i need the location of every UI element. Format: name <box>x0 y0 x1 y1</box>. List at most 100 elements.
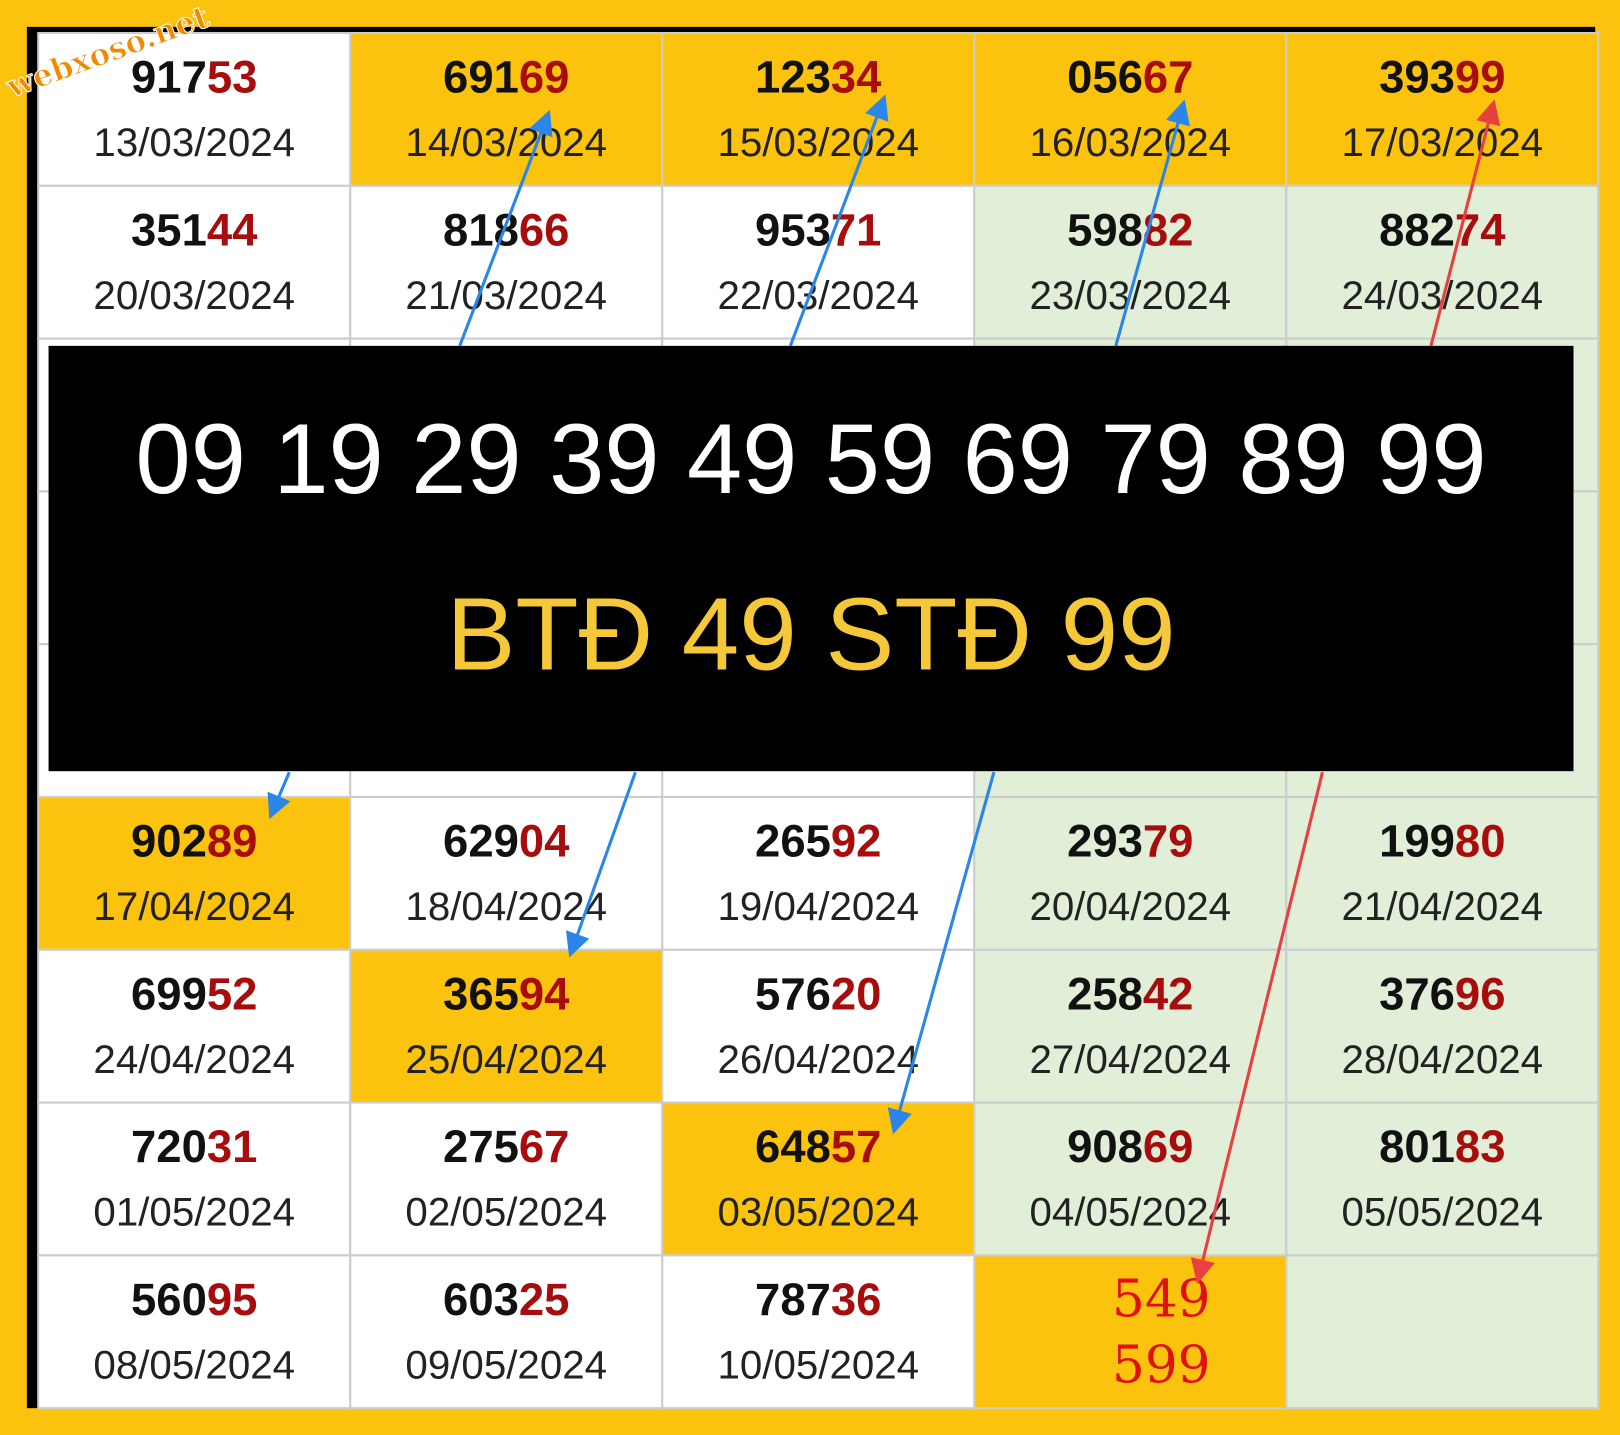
result-prefix: 560 <box>131 1274 207 1325</box>
result-prefix: 056 <box>1067 52 1143 103</box>
result-date: 17/04/2024 <box>93 884 295 929</box>
banner <box>48 345 1574 772</box>
result-prefix: 629 <box>443 815 519 866</box>
result-prefix: 258 <box>1067 968 1143 1019</box>
result-number: 90869 <box>1067 1121 1193 1172</box>
result-suffix: 57 <box>831 1121 882 1172</box>
result-date: 28/04/2024 <box>1341 1037 1543 1082</box>
result-date: 08/05/2024 <box>93 1343 295 1388</box>
result-suffix: 74 <box>1455 204 1506 255</box>
result-number: 69169 <box>443 52 569 103</box>
result-prefix: 123 <box>755 52 831 103</box>
result-suffix: 04 <box>519 815 570 866</box>
result-date: 13/03/2024 <box>93 120 295 165</box>
cell <box>349 184 664 340</box>
result-suffix: 36 <box>831 1274 882 1325</box>
result-prefix: 393 <box>1379 52 1455 103</box>
result-date: 18/04/2024 <box>405 884 607 929</box>
result-suffix: 25 <box>519 1274 570 1325</box>
result-number: 62904 <box>443 815 570 866</box>
result-number: 78736 <box>755 1274 881 1325</box>
result-prefix: 787 <box>755 1274 831 1325</box>
result-prefix: 691 <box>443 52 519 103</box>
result-date: 20/04/2024 <box>1029 884 1231 929</box>
result-number: 56095 <box>131 1274 257 1325</box>
result-number: 05667 <box>1067 52 1193 103</box>
arrow <box>458 109 553 347</box>
result-number: 91753 <box>131 52 257 103</box>
result-prefix: 365 <box>443 968 519 1019</box>
cell <box>37 948 352 1104</box>
result-number: 27567 <box>443 1121 569 1172</box>
result-date: 17/03/2024 <box>1341 120 1543 165</box>
result-date: 22/03/2024 <box>717 273 919 318</box>
cell <box>37 1254 352 1410</box>
result-date: 27/04/2024 <box>1029 1037 1231 1082</box>
result-prefix: 699 <box>131 968 207 1019</box>
arrow <box>267 771 291 820</box>
result-prefix: 648 <box>755 1121 831 1172</box>
result-prefix: 598 <box>1067 204 1143 255</box>
result-suffix: 67 <box>519 1121 570 1172</box>
result-suffix: 20 <box>831 968 882 1019</box>
result-date: 02/05/2024 <box>405 1190 607 1235</box>
result-number: 39399 <box>1379 52 1505 103</box>
result-date: 24/04/2024 <box>93 1037 295 1082</box>
result-suffix: 96 <box>1455 968 1506 1019</box>
result-date: 04/05/2024 <box>1029 1190 1231 1235</box>
cell <box>661 1101 976 1257</box>
result-number: 12334 <box>755 52 882 103</box>
result-number: 60325 <box>443 1274 569 1325</box>
arrow <box>788 94 889 347</box>
result-number: 37696 <box>1379 968 1505 1019</box>
result-number: 19980 <box>1379 815 1505 866</box>
result-prefix: 801 <box>1379 1121 1455 1172</box>
result-number: 69952 <box>131 968 257 1019</box>
result-prefix: 376 <box>1379 968 1455 1019</box>
result-number: 26592 <box>755 815 881 866</box>
result-date: 25/04/2024 <box>405 1037 607 1082</box>
result-prefix: 603 <box>443 1274 519 1325</box>
result-number: 72031 <box>131 1121 257 1172</box>
cell <box>1285 184 1600 340</box>
result-number: 25842 <box>1067 968 1193 1019</box>
result-prefix: 902 <box>131 815 207 866</box>
result-suffix: 69 <box>519 52 570 103</box>
result-prefix: 576 <box>755 968 831 1019</box>
cell <box>1285 948 1600 1104</box>
result-suffix: 44 <box>207 204 258 255</box>
result-suffix: 66 <box>519 204 570 255</box>
result-suffix: 83 <box>1455 1121 1506 1172</box>
cell <box>1285 32 1600 187</box>
result-number: 81866 <box>443 204 569 255</box>
cell <box>661 184 976 340</box>
cell <box>661 795 976 951</box>
cell <box>349 1254 664 1410</box>
banner-numbers: 09 19 29 39 49 59 69 79 89 99 <box>136 404 1487 515</box>
result-number: 36594 <box>443 968 570 1019</box>
prediction-number: 549 <box>1112 1269 1211 1329</box>
result-suffix: 34 <box>831 52 882 103</box>
arrow <box>1114 99 1190 347</box>
result-number: 57620 <box>755 968 881 1019</box>
result-prefix: 199 <box>1379 815 1455 866</box>
result-date: 26/04/2024 <box>717 1037 919 1082</box>
arrow <box>1190 771 1324 1285</box>
result-suffix: 92 <box>831 815 882 866</box>
result-date: 20/03/2024 <box>93 273 295 318</box>
arrows <box>267 94 1501 1285</box>
result-suffix: 99 <box>1455 52 1506 103</box>
result-suffix: 42 <box>1143 968 1194 1019</box>
result-suffix: 69 <box>1143 1121 1194 1172</box>
result-date: 19/04/2024 <box>717 884 919 929</box>
result-prefix: 818 <box>443 204 519 255</box>
result-prefix: 265 <box>755 815 831 866</box>
cell <box>349 948 664 1104</box>
result-suffix: 82 <box>1143 204 1194 255</box>
result-number: 88274 <box>1379 204 1506 255</box>
cell <box>973 32 1288 187</box>
result-date: 09/05/2024 <box>405 1343 607 1388</box>
cell <box>661 1254 976 1410</box>
prediction-number: 599 <box>1112 1335 1211 1395</box>
